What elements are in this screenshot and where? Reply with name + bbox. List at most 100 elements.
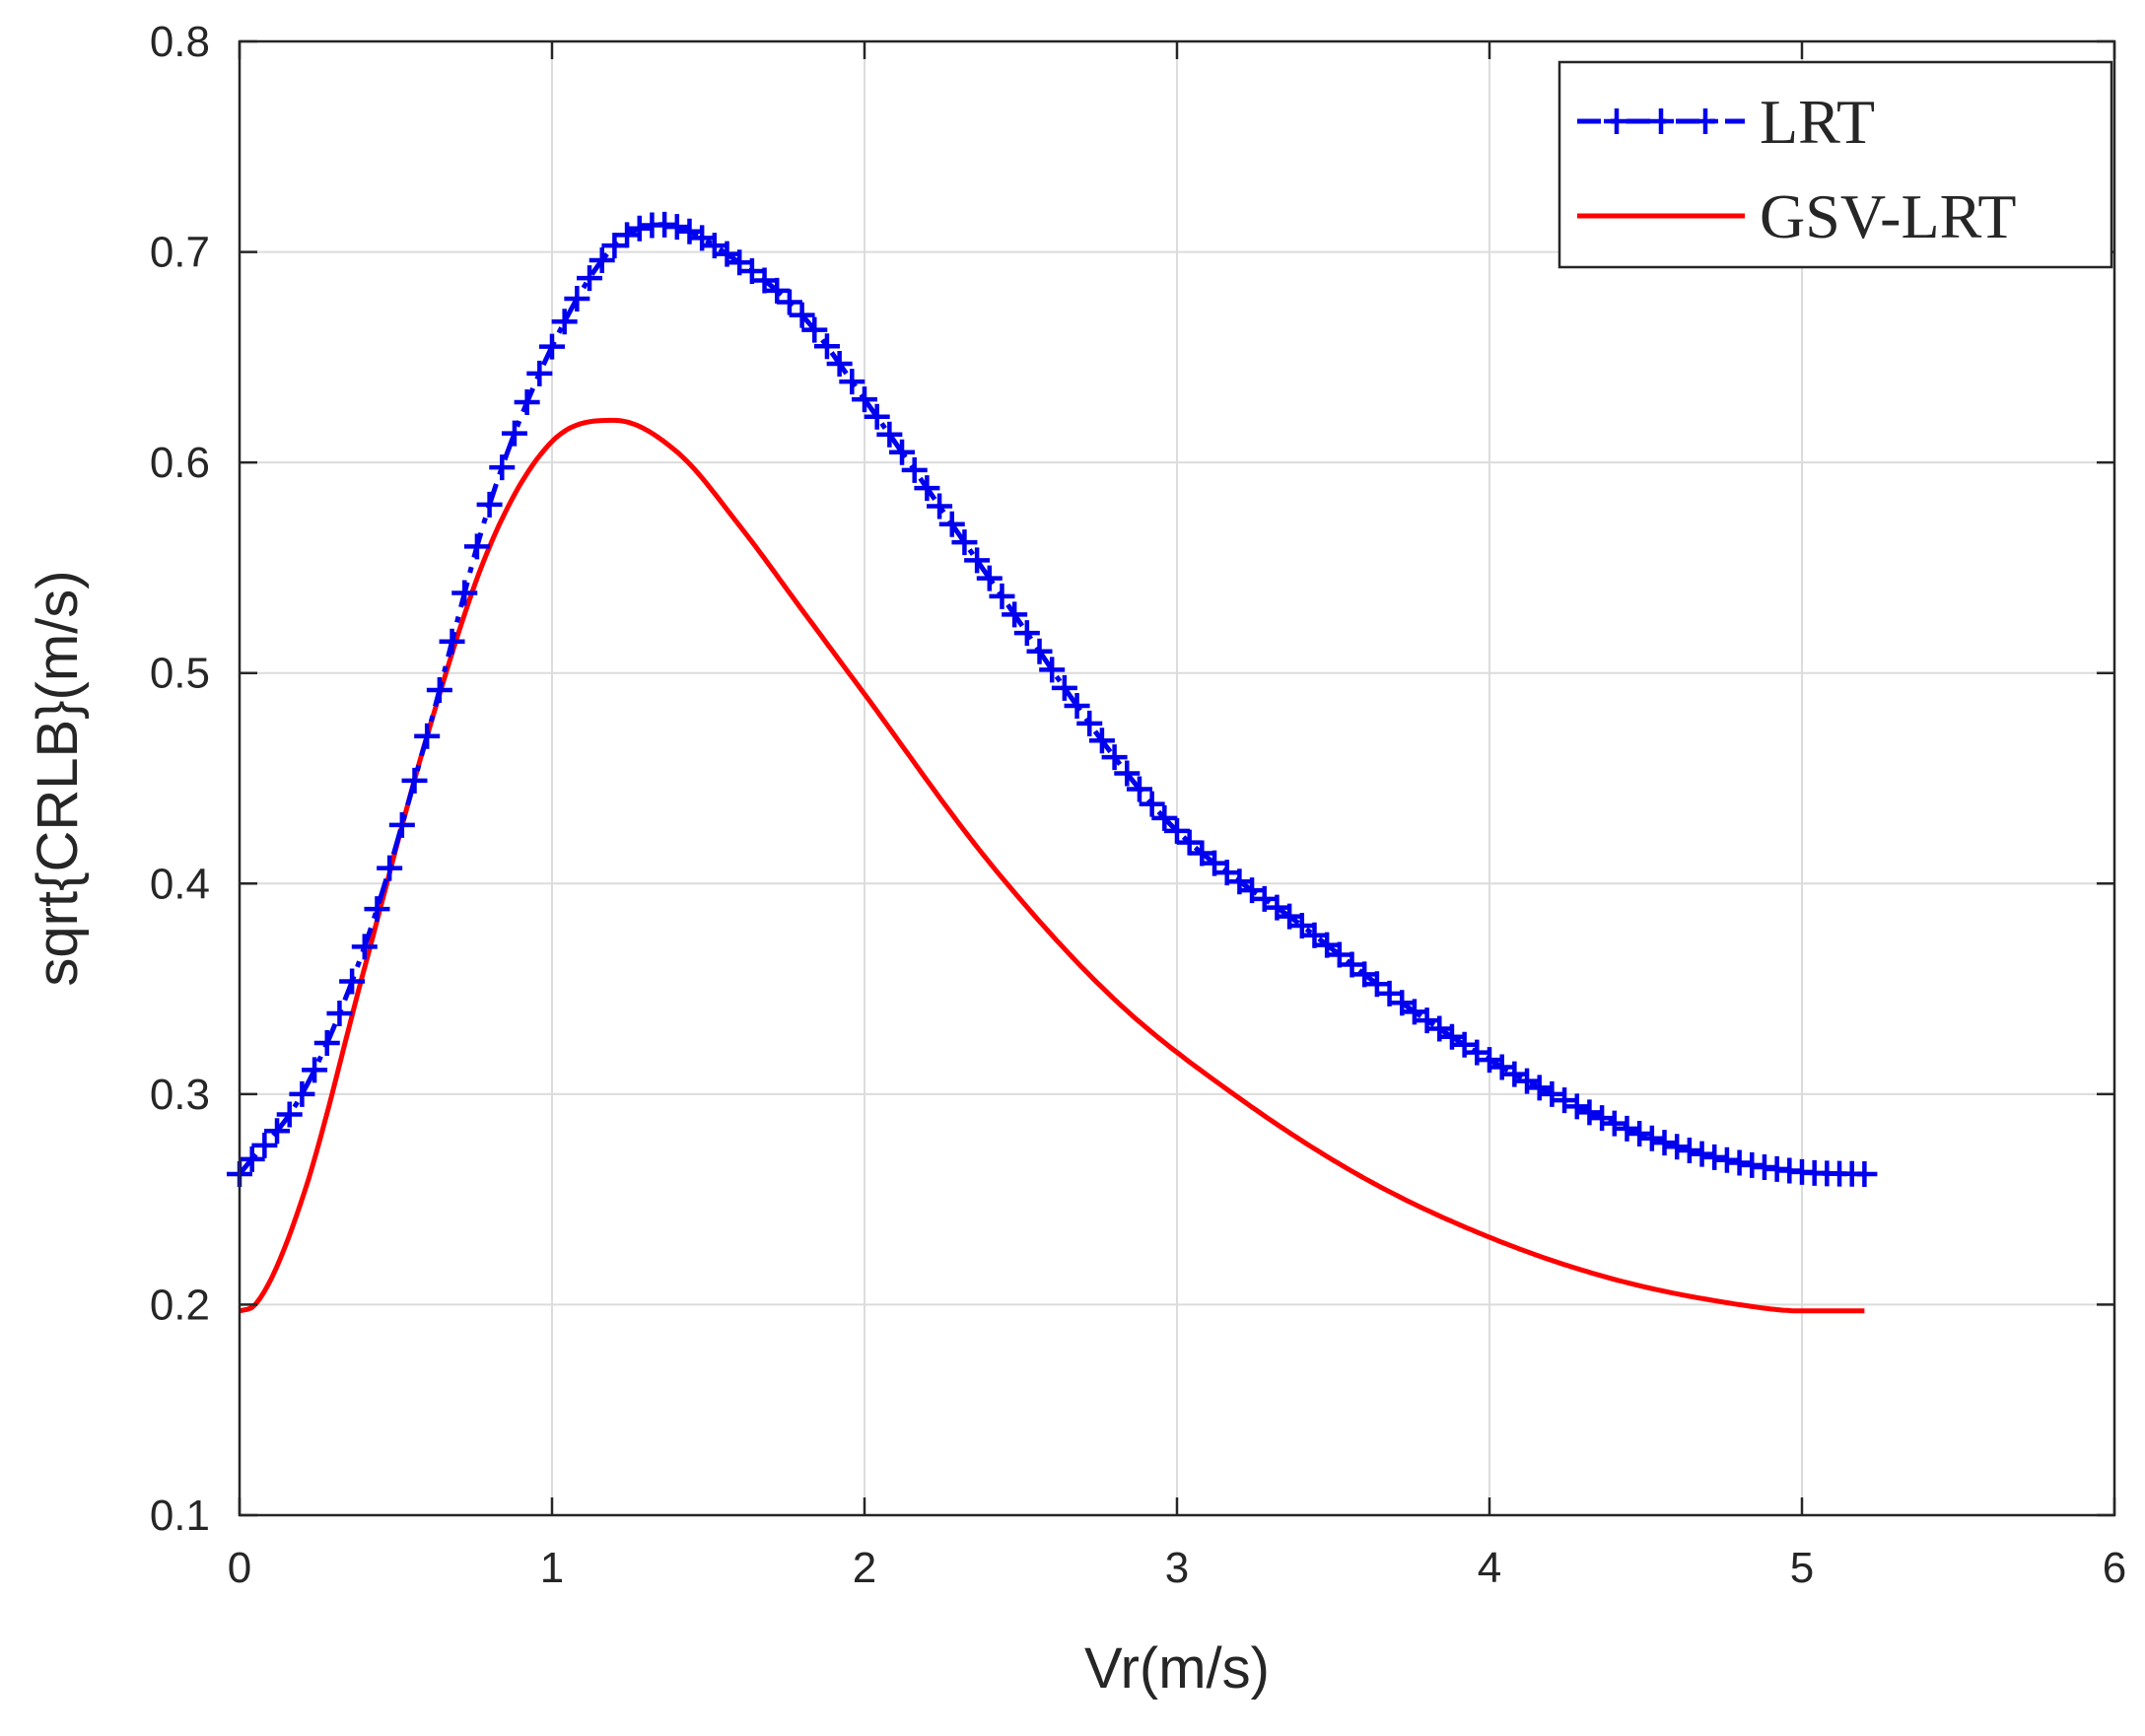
marker-lrt	[414, 723, 441, 749]
marker-lrt	[463, 533, 490, 560]
marker-lrt	[801, 316, 828, 343]
legend-marker-lrt	[1648, 108, 1674, 134]
marker-lrt	[1701, 1144, 1728, 1170]
marker-lrt	[1552, 1087, 1578, 1114]
marker-lrt	[439, 628, 465, 655]
marker-lrt	[938, 511, 965, 537]
x-tick-label: 3	[1165, 1544, 1189, 1592]
marker-lrt	[1651, 1130, 1678, 1156]
legend-box	[1557, 60, 2113, 269]
y-tick-label: 0.1	[150, 1492, 210, 1540]
marker-lrt	[326, 1001, 353, 1027]
marker-lrt	[1164, 817, 1190, 844]
marker-lrt	[951, 529, 978, 556]
marker-lrt	[989, 583, 1015, 609]
tick-marks	[238, 39, 2116, 1517]
marker-lrt	[551, 309, 578, 335]
marker-lrt	[489, 454, 516, 481]
marker-lrt	[1026, 638, 1053, 664]
marker-lrt	[1002, 601, 1028, 628]
marker-lrt	[364, 896, 390, 923]
marker-lrt	[764, 277, 791, 304]
marker-lrt	[451, 580, 478, 606]
legend-marker-lrt	[1693, 108, 1718, 134]
marker-lrt	[927, 493, 953, 520]
marker-lrt	[1563, 1093, 1590, 1120]
marker-lrt	[1713, 1146, 1740, 1173]
marker-lrt	[1076, 710, 1103, 736]
series-layer	[227, 211, 1878, 1314]
x-tick-label: 1	[540, 1544, 564, 1592]
marker-lrt	[351, 934, 378, 960]
marker-lrt	[1689, 1141, 1715, 1167]
marker-lrt	[1539, 1080, 1565, 1107]
marker-lrt	[401, 767, 428, 794]
marker-lrt	[239, 1146, 265, 1172]
marker-lrt	[826, 350, 853, 377]
y-tick-label: 0.7	[150, 229, 210, 277]
marker-lrt	[289, 1080, 315, 1107]
marker-lrt	[1614, 1115, 1640, 1142]
marker-lrt	[1664, 1134, 1691, 1160]
x-tick-label: 6	[2103, 1544, 2126, 1592]
marker-lrt	[251, 1132, 278, 1158]
marker-lrt	[964, 547, 991, 574]
y-tick-label: 0.8	[150, 18, 210, 66]
y-tick-label: 0.4	[150, 860, 210, 908]
marker-lrt	[302, 1057, 328, 1083]
marker-lrt	[1088, 728, 1115, 754]
marker-lrt	[789, 302, 815, 328]
marker-lrt	[1576, 1099, 1603, 1126]
marker-lrt	[1064, 693, 1090, 720]
x-tick-labels: 0 1 2 3 4 5 6	[228, 1544, 2126, 1592]
series-markers-lrt	[227, 211, 1878, 1188]
marker-lrt	[588, 247, 615, 274]
marker-lrt	[1851, 1161, 1878, 1188]
marker-lrt	[813, 333, 840, 360]
marker-lrt	[914, 475, 940, 502]
x-tick-label: 4	[1478, 1544, 1501, 1592]
marker-lrt	[564, 285, 590, 312]
marker-lrt	[313, 1030, 340, 1057]
marker-lrt	[426, 676, 452, 703]
marker-lrt	[501, 420, 527, 447]
marker-lrt	[976, 565, 1003, 591]
y-tick-label: 0.2	[150, 1281, 210, 1329]
marker-lrt	[1013, 620, 1040, 647]
marker-lrt	[339, 968, 366, 995]
marker-lrt	[1139, 791, 1165, 817]
legend-label-gsv-lrt: GSV-LRT	[1760, 181, 2017, 251]
series-line-gsv-lrt	[239, 417, 1865, 1314]
marker-lrt	[577, 265, 603, 292]
marker-lrt	[1589, 1105, 1616, 1132]
x-tick-label: 2	[853, 1544, 876, 1592]
marker-lrt	[1638, 1125, 1665, 1151]
marker-lrt	[852, 386, 877, 413]
y-tick-label: 0.3	[150, 1071, 210, 1119]
marker-lrt	[1101, 744, 1128, 771]
y-tick-label: 0.6	[150, 439, 210, 487]
legend-marker-lrt	[1604, 108, 1629, 134]
marker-lrt	[1726, 1149, 1753, 1176]
marker-lrt	[876, 421, 903, 448]
marker-lrt	[377, 855, 403, 881]
marker-lrt	[626, 215, 653, 242]
y-axis-label: sqrt{CRLB}(m/s)	[26, 570, 90, 986]
marker-lrt	[539, 333, 565, 360]
marker-lrt	[388, 811, 415, 838]
x-tick-label: 5	[1790, 1544, 1814, 1592]
x-tick-label: 0	[228, 1544, 251, 1592]
marker-lrt	[901, 456, 928, 483]
x-axis-label: Vr(m/s)	[1084, 1636, 1270, 1701]
legend-swatch-lrt-markers	[1604, 108, 1718, 134]
marker-lrt	[264, 1118, 291, 1145]
y-tick-label: 0.5	[150, 650, 210, 698]
marker-lrt	[1151, 804, 1178, 831]
y-tick-labels: 0.1 0.2 0.3 0.4 0.5 0.6 0.7 0.8	[150, 18, 210, 1540]
marker-lrt	[1126, 776, 1152, 802]
marker-lrt	[514, 389, 540, 416]
marker-lrt	[1601, 1110, 1627, 1137]
marker-lrt	[276, 1101, 303, 1128]
